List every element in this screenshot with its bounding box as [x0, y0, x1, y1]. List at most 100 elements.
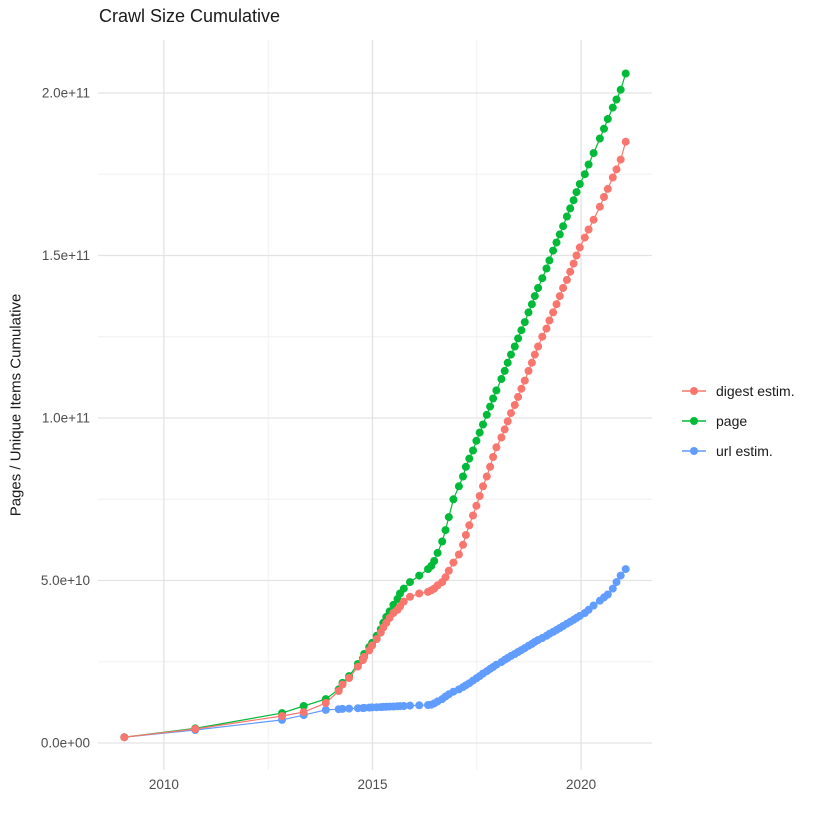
- data-point: [584, 160, 593, 169]
- data-point: [566, 204, 575, 213]
- legend-key-point: [690, 417, 698, 425]
- data-point: [589, 215, 598, 224]
- chart-title: Crawl Size Cumulative: [99, 6, 281, 26]
- data-point: [549, 308, 558, 317]
- data-point: [489, 453, 498, 461]
- y-tick-label: 2.0e+11: [42, 86, 90, 101]
- data-point: [542, 264, 551, 273]
- y-tick-label: 1.5e+11: [42, 248, 90, 263]
- x-tick-label: 2015: [357, 777, 387, 792]
- data-point: [449, 495, 458, 504]
- data-point: [454, 550, 463, 559]
- data-point: [520, 376, 529, 385]
- data-point: [510, 401, 519, 409]
- data-point: [399, 597, 408, 606]
- data-point: [415, 701, 424, 710]
- data-point: [406, 701, 414, 710]
- data-point: [415, 571, 424, 580]
- data-point: [608, 173, 617, 182]
- data-point: [530, 350, 539, 359]
- data-point: [120, 733, 129, 742]
- data-point: [454, 482, 463, 491]
- data-point: [566, 267, 575, 276]
- data-point: [345, 704, 354, 713]
- data-point: [555, 292, 564, 301]
- data-point: [459, 540, 467, 549]
- data-point: [575, 243, 584, 252]
- data-point: [444, 566, 453, 575]
- data-point: [538, 274, 547, 283]
- data-point: [517, 326, 526, 335]
- data-point: [465, 454, 474, 463]
- data-point: [486, 462, 495, 471]
- data-point: [584, 225, 593, 234]
- series-digest-estim: [120, 137, 630, 742]
- data-point: [580, 233, 589, 242]
- data-point: [572, 251, 581, 260]
- data-point: [191, 725, 200, 733]
- legend: digest estim. page url estim.: [682, 383, 795, 459]
- data-point: [538, 332, 547, 341]
- data-point: [569, 259, 578, 268]
- data-point: [415, 589, 424, 598]
- data-point: [338, 704, 347, 713]
- data-point: [510, 342, 519, 351]
- data-point: [459, 472, 467, 481]
- data-point: [616, 571, 625, 580]
- data-point: [345, 674, 354, 682]
- data-point: [580, 170, 589, 179]
- data-point: [461, 462, 470, 471]
- data-point: [589, 601, 598, 610]
- data-point: [441, 573, 450, 582]
- data-point: [469, 446, 477, 455]
- x-tick-label: 2010: [149, 777, 179, 792]
- data-point: [299, 702, 308, 710]
- legend-item-url-estim: url estim.: [682, 443, 773, 459]
- data-point: [612, 165, 621, 174]
- data-point: [321, 699, 330, 707]
- data-point: [486, 402, 495, 411]
- data-point: [430, 557, 439, 565]
- data-point: [492, 443, 501, 452]
- plot-panel: [98, 40, 652, 770]
- data-point: [406, 578, 414, 587]
- data-point: [612, 95, 621, 104]
- data-point: [612, 578, 621, 587]
- data-point: [514, 392, 523, 401]
- y-tick-label: 0.0e+00: [41, 736, 90, 751]
- data-point: [621, 69, 630, 78]
- legend-label: page: [716, 413, 747, 429]
- data-point: [482, 472, 491, 481]
- data-point: [549, 246, 558, 255]
- data-point: [353, 662, 362, 671]
- data-point: [278, 712, 286, 720]
- data-point: [497, 375, 506, 383]
- data-point: [559, 284, 568, 292]
- legend-key-point: [690, 387, 698, 395]
- data-point: [472, 436, 481, 445]
- series-url-estim: [120, 565, 630, 742]
- data-point: [527, 300, 536, 309]
- data-point: [608, 584, 617, 593]
- data-point: [479, 420, 487, 429]
- data-point: [503, 358, 512, 367]
- data-point: [569, 196, 578, 205]
- data-point: [465, 521, 474, 530]
- data-point: [616, 85, 625, 94]
- data-point: [500, 425, 509, 434]
- data-point: [520, 318, 529, 327]
- data-point: [406, 592, 414, 601]
- data-point: [475, 492, 484, 500]
- data-point: [595, 134, 604, 143]
- x-tick-label: 2020: [566, 777, 596, 792]
- data-point: [621, 137, 630, 146]
- data-point: [500, 366, 509, 375]
- data-point: [572, 188, 581, 197]
- data-point: [534, 284, 543, 292]
- data-point: [530, 292, 539, 301]
- data-point: [472, 501, 481, 510]
- data-point: [555, 230, 564, 239]
- data-point: [559, 222, 568, 231]
- data-point: [575, 180, 584, 188]
